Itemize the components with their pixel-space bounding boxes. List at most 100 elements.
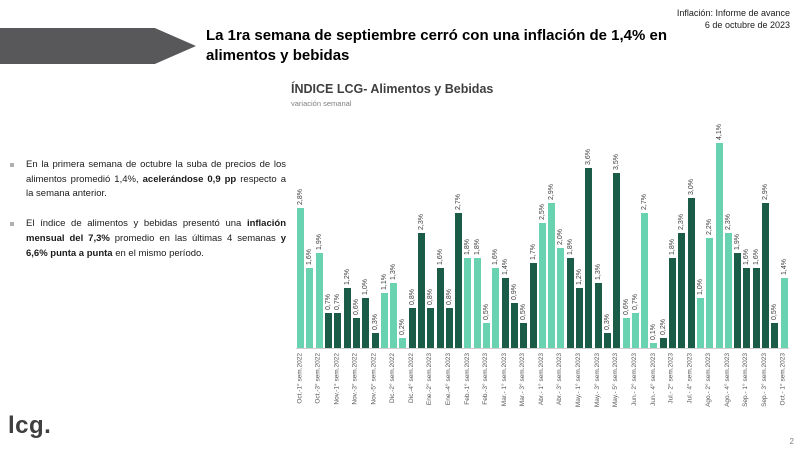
bar	[352, 318, 360, 348]
bar-value-label: 2,0%	[557, 229, 565, 245]
x-tick-slot	[640, 349, 649, 429]
bar-value-label: 0,7%	[631, 294, 639, 310]
bar-value-label: 2,8%	[297, 189, 305, 205]
bar-value-label: 1,6%	[306, 249, 314, 265]
bar-value-label: 2,3%	[678, 214, 686, 230]
x-tick-label: Nov.-5° sem.2022	[370, 353, 378, 405]
bar-value-label: 1,6%	[752, 249, 760, 265]
x-tick-label: Jun.- 4° sem.2023	[649, 353, 657, 406]
bar	[743, 268, 751, 348]
bar	[473, 258, 481, 348]
x-tick-slot: Ene.-2° sem.2023	[426, 349, 435, 429]
bar-slot: 0,9%	[510, 113, 519, 348]
bar-value-label: 1,4%	[501, 259, 509, 275]
bar-value-label: 1,4%	[780, 259, 788, 275]
bar-slot: 1,8%	[668, 113, 677, 348]
lcg-logo: lcg.	[8, 412, 52, 439]
bar-value-label: 0,8%	[445, 289, 453, 305]
x-tick-slot: Ago.- 4° sem.2023	[724, 349, 733, 429]
bar	[492, 268, 500, 348]
bar-slot: 2,9%	[761, 113, 770, 348]
bar-slot: 0,3%	[370, 113, 379, 348]
bar-slot: 1,6%	[435, 113, 444, 348]
bar-slot: 3,5%	[612, 113, 621, 348]
x-tick-label: Feb.-1° sem.2023	[463, 353, 471, 405]
bar-value-label: 1,6%	[492, 249, 500, 265]
x-tick-slot	[342, 349, 351, 429]
bar-value-label: 2,9%	[761, 184, 769, 200]
bar-value-label: 0,3%	[371, 314, 379, 330]
x-tick-slot	[473, 349, 482, 429]
x-tick-slot: Sep.- 1° sem.2023	[742, 349, 751, 429]
x-tick-slot: Oct.-3° sem.2022	[315, 349, 324, 429]
bar-value-label: 0,7%	[334, 294, 342, 310]
bar-value-label: 0,8%	[427, 289, 435, 305]
bullet-marker-icon	[10, 163, 14, 167]
bar	[622, 318, 630, 348]
x-tick-label: Abr.- 1° sem.2023	[537, 353, 545, 406]
bar-value-label: 1,8%	[669, 239, 677, 255]
bar	[445, 308, 453, 348]
bar	[483, 323, 491, 348]
bullet-text: El índice de alimentos y bebidas present…	[26, 218, 247, 230]
x-tick-slot: Feb.-1° sem.2023	[463, 349, 472, 429]
x-tick-label: Oct.- 1° sem.2023	[779, 353, 787, 406]
x-tick-slot	[454, 349, 463, 429]
x-tick-label: Ago.- 4° sem.2023	[723, 353, 731, 407]
x-tick-label: May.- 3° sem.2023	[593, 353, 601, 408]
x-tick-slot: Abr.- 3° sem.2023	[556, 349, 565, 429]
bar-slot: 1,1%	[380, 113, 389, 348]
bar-slot: 2,2%	[705, 113, 714, 348]
bar-slot: 0,7%	[333, 113, 342, 348]
x-tick-slot: Ene.-4° sem.2023	[445, 349, 454, 429]
bar	[594, 283, 602, 348]
bar-slot: 2,9%	[547, 113, 556, 348]
bar-value-label: 0,5%	[483, 304, 491, 320]
x-tick-slot	[491, 349, 500, 429]
bar-value-label: 1,8%	[473, 239, 481, 255]
bullet-text-bold: acelerándose 0,9 pp	[142, 173, 237, 185]
bar-slot: 1,6%	[752, 113, 761, 348]
bullet-text: En la primera semana de octubre la suba …	[26, 159, 286, 185]
bar-slot: 1,3%	[594, 113, 603, 348]
x-tick-slot: Nov.-1° sem.2022	[333, 349, 342, 429]
bar	[566, 258, 574, 348]
x-tick-slot	[566, 349, 575, 429]
bar	[390, 283, 398, 348]
bar-value-label: 1,3%	[390, 264, 398, 280]
bar-slot: 1,2%	[575, 113, 584, 348]
bar-value-label: 1,0%	[362, 279, 370, 295]
bar-slot: 1,6%	[305, 113, 314, 348]
bar-slot: 1,4%	[779, 113, 788, 348]
bar-slot: 1,8%	[473, 113, 482, 348]
bar	[418, 233, 425, 348]
x-tick-slot	[324, 349, 333, 429]
x-tick-slot	[621, 349, 630, 429]
bar-value-label: 2,5%	[538, 204, 546, 220]
bar-slot: 1,8%	[463, 113, 472, 348]
bullet-text-bold: y 6,6% punta a punta	[26, 232, 287, 259]
bar	[538, 223, 546, 348]
bar	[408, 308, 416, 348]
bar	[548, 203, 556, 348]
x-tick-slot: May.- 5° sem.2023	[612, 349, 621, 429]
bullet-marker-icon	[10, 222, 14, 227]
bar	[436, 268, 444, 348]
bar	[343, 288, 351, 348]
bullet-text: en el mismo período.	[112, 247, 204, 259]
bar-slot: 0,5%	[519, 113, 528, 348]
x-tick-slot	[435, 349, 444, 429]
chart-subtitle: variación semanal	[291, 99, 352, 108]
bar-value-label: 2,7%	[641, 194, 649, 210]
bar-value-label: 1,3%	[594, 264, 602, 280]
bar-slot: 0,8%	[426, 113, 435, 348]
bar	[715, 143, 723, 348]
bar-slot: 0,7%	[324, 113, 333, 348]
bar-slot: 2,3%	[417, 113, 426, 348]
x-tick-slot	[659, 349, 668, 429]
bar	[380, 293, 388, 348]
bar	[306, 268, 314, 348]
bar-value-label: 0,8%	[408, 289, 416, 305]
bar-value-label: 2,3%	[724, 214, 732, 230]
bar	[631, 313, 639, 348]
